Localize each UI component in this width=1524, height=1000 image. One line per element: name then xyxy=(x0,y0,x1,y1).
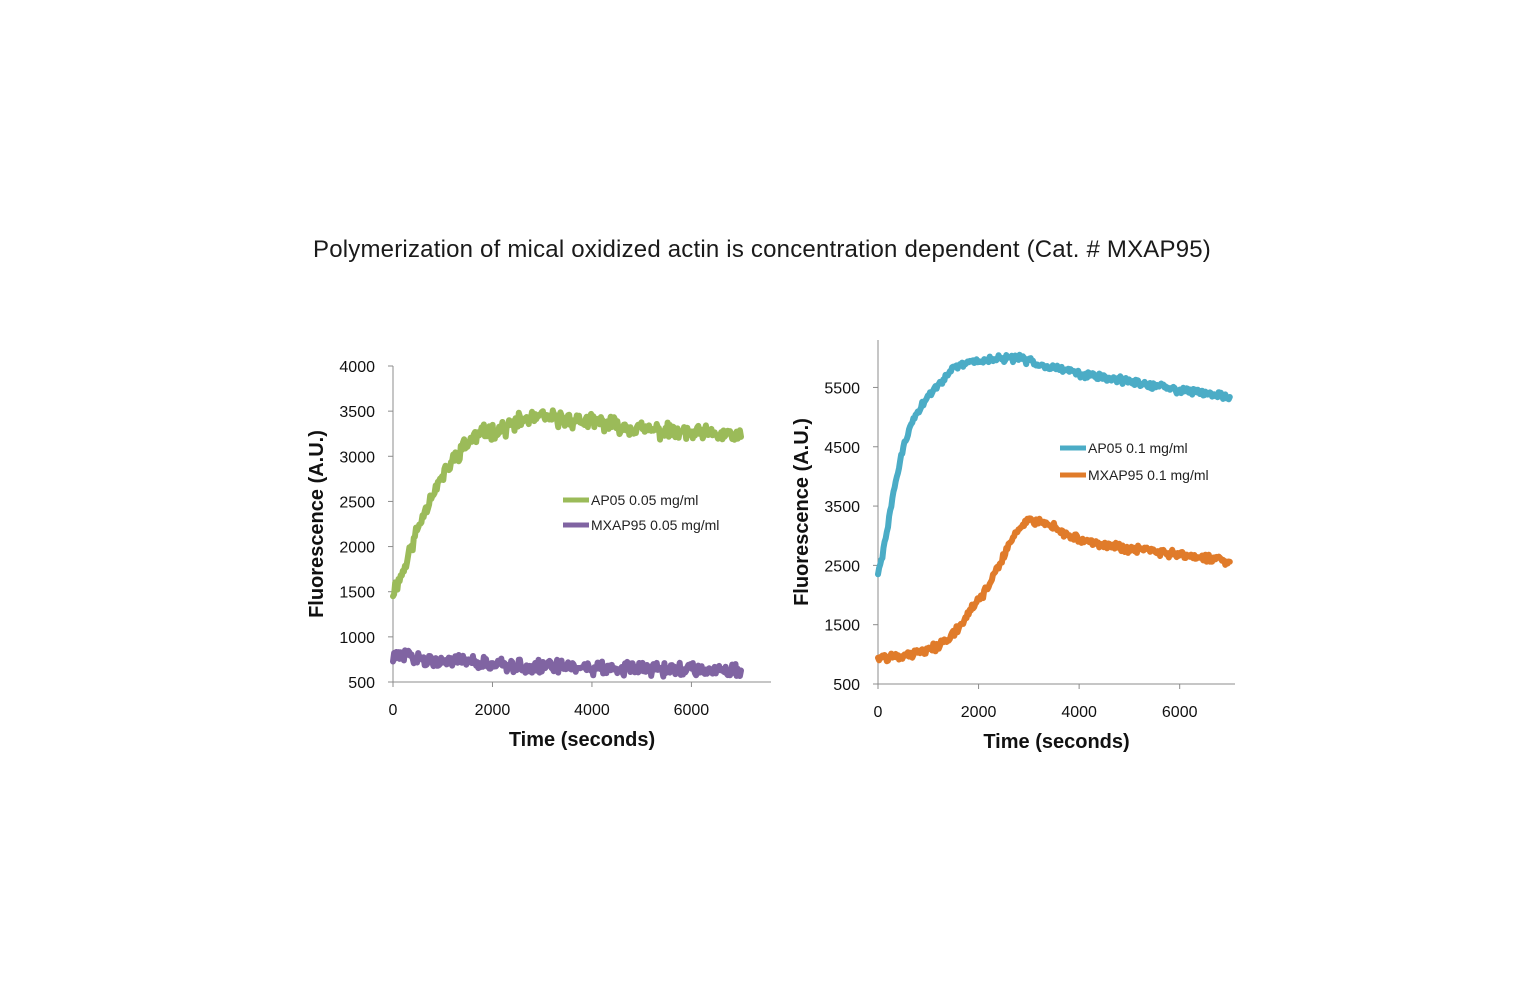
x-tick-label: 6000 xyxy=(674,702,710,719)
y-axis-title: Fluorescence (A.U.) xyxy=(306,430,328,618)
series-line-2 xyxy=(875,515,1233,665)
x-tick-label: 0 xyxy=(874,704,883,721)
y-tick-label: 2500 xyxy=(339,494,375,511)
y-tick-label: 2000 xyxy=(339,540,375,557)
legend-label: AP05 0.1 mg/ml xyxy=(1088,440,1188,456)
x-tick-label: 6000 xyxy=(1162,704,1198,721)
page-title: Polymerization of mical oxidized actin i… xyxy=(313,236,1211,263)
y-tick-label: 500 xyxy=(348,675,375,692)
x-tick-label: 0 xyxy=(389,702,398,719)
x-axis-title: Time (seconds) xyxy=(983,731,1129,753)
y-tick-label: 500 xyxy=(833,677,860,694)
y-tick-label: 3500 xyxy=(824,499,860,516)
y-tick-label: 1000 xyxy=(339,630,375,647)
legend-label: MXAP95 0.1 mg/ml xyxy=(1088,467,1209,483)
x-axis-title: Time (seconds) xyxy=(509,729,655,751)
legend-label: MXAP95 0.05 mg/ml xyxy=(591,517,719,533)
x-tick-label: 2000 xyxy=(475,702,511,719)
x-tick-label: 4000 xyxy=(574,702,610,719)
y-tick-label: 1500 xyxy=(824,618,860,635)
y-tick-label: 5500 xyxy=(824,380,860,397)
y-tick-label: 3500 xyxy=(339,404,375,421)
y-tick-label: 2500 xyxy=(824,558,860,575)
series-line-1 xyxy=(390,407,744,600)
x-tick-label: 4000 xyxy=(1061,704,1097,721)
series-line-1 xyxy=(875,351,1233,578)
y-tick-label: 1500 xyxy=(339,585,375,602)
legend-label: AP05 0.05 mg/ml xyxy=(591,492,698,508)
x-tick-label: 2000 xyxy=(961,704,997,721)
y-tick-label: 4000 xyxy=(339,359,375,376)
y-tick-label: 3000 xyxy=(339,449,375,466)
y-axis-title: Fluorescence (A.U.) xyxy=(791,418,813,606)
series-line-2 xyxy=(390,647,744,680)
y-tick-label: 4500 xyxy=(824,440,860,457)
